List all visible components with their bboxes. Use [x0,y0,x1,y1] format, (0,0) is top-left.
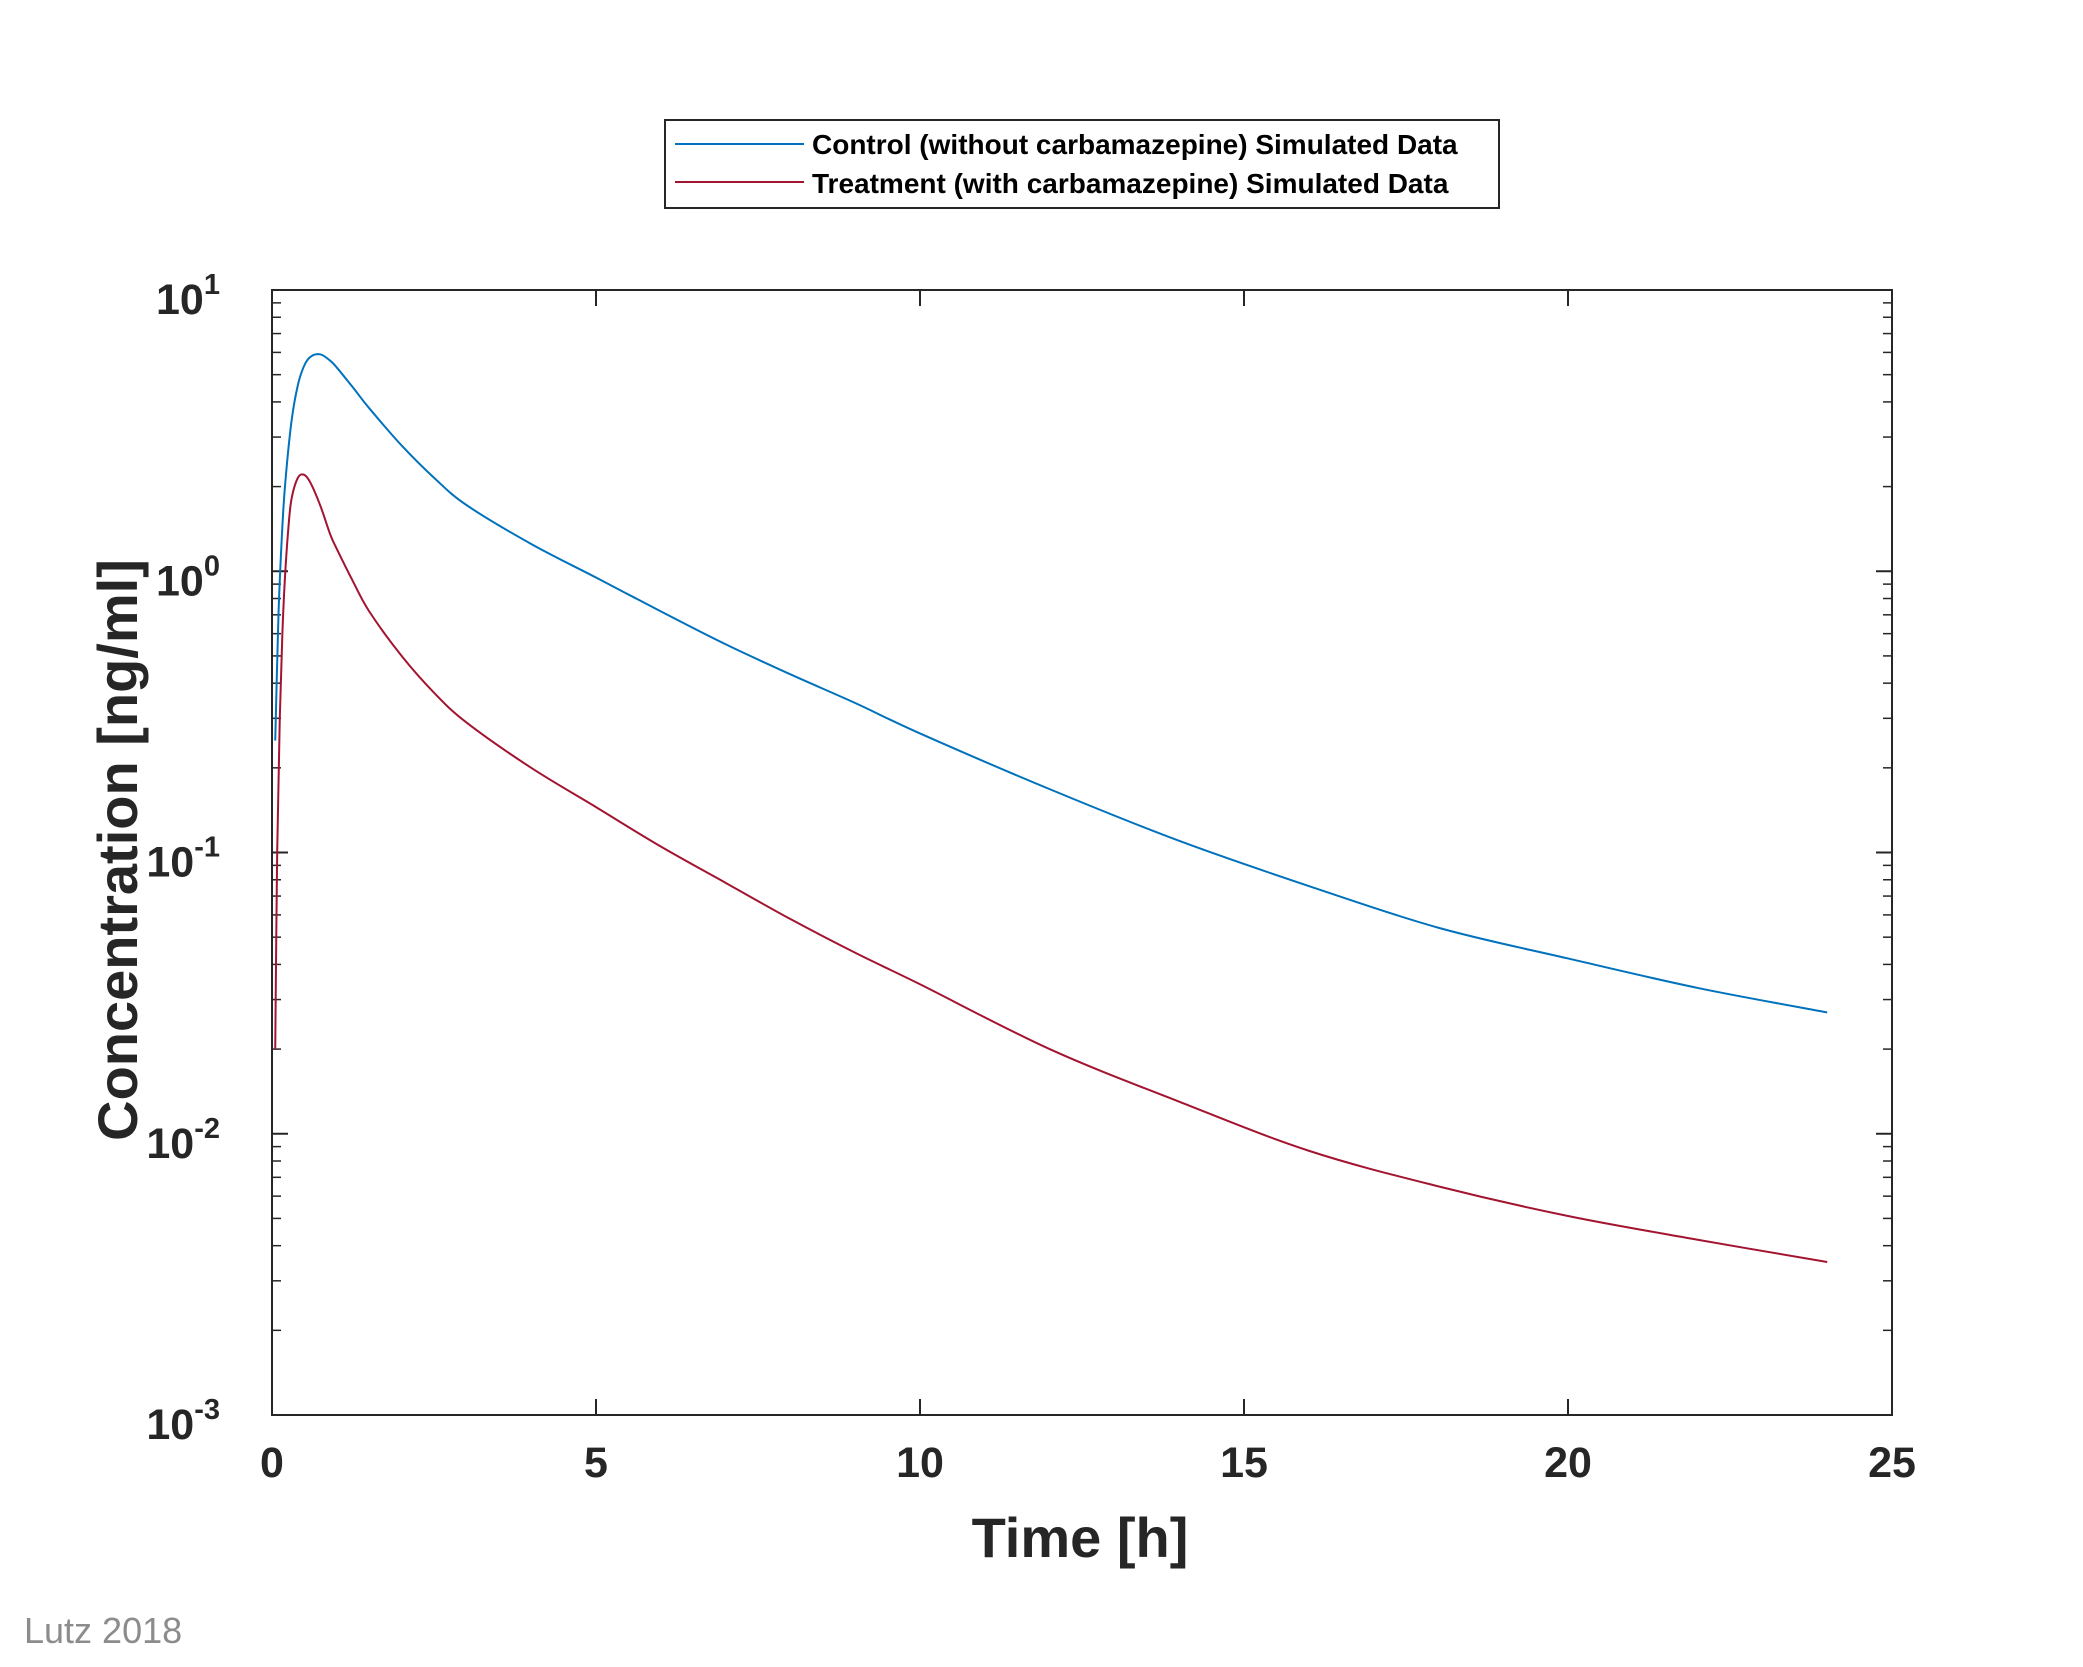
x-tick-label-1: 5 [584,1439,608,1487]
y-tick-label-2: 10-1 [146,832,220,887]
axes-box [271,289,1893,1416]
x-tick-label-2: 10 [896,1439,944,1487]
credit-text: Lutz 2018 [24,1610,183,1651]
y-tick-label-4: 101 [156,269,220,324]
y-tick-label-3: 100 [156,550,220,605]
series-line-control [274,353,1828,1014]
legend-label-control: Control (without carbamazepine) Simulate… [812,129,1458,160]
y-tick-label-0: 10-3 [146,1394,220,1449]
y-axis-title: Concentration [ng/ml] [86,559,149,1141]
series-line-treatment [274,473,1828,1263]
x-tick-label-0: 0 [260,1439,284,1487]
x-tick-label-5: 25 [1868,1439,1916,1487]
y-tick-label-1: 10-2 [146,1113,220,1168]
legend-label-treatment: Treatment (with carbamazepine) Simulated… [812,168,1449,199]
x-axis-title: Time [h] [972,1506,1189,1569]
x-tick-label-3: 15 [1220,1439,1268,1487]
legend-box [664,119,1500,209]
x-tick-label-4: 20 [1544,1439,1592,1487]
legend: Control (without carbamazepine) Simulate… [664,119,1500,209]
plot-area: 0 5 10 15 20 25 10-3 10-2 10-1 100 101 [146,269,1916,1487]
